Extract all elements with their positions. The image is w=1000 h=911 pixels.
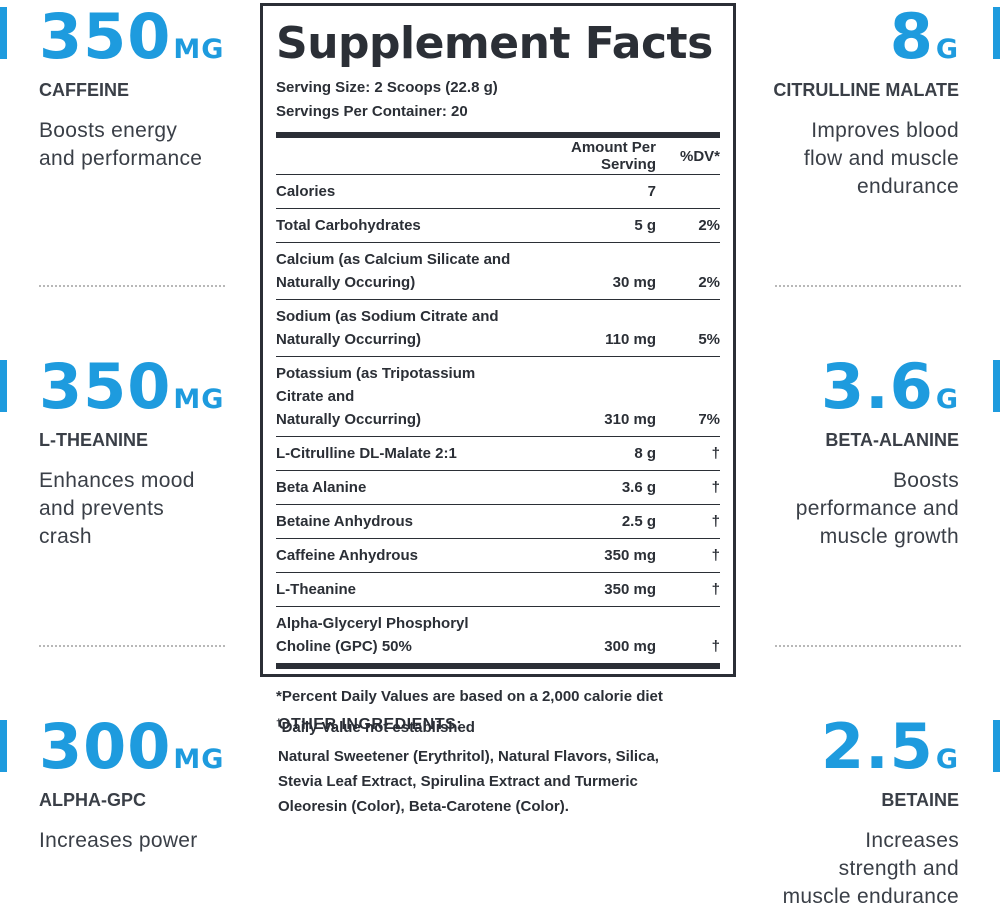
stat-l-theanine: 350MG L-THEANINE Enhances mood and preven… <box>39 356 224 551</box>
facts-row: Beta Alanine 3.6 g † <box>276 471 720 505</box>
accent-bar <box>993 7 1000 59</box>
stat-amount: 2.5G <box>820 710 959 783</box>
facts-table: Calories 7 Total Carbohydrates 5 g 2% Calcium… <box>276 175 720 663</box>
note-daily-values: *Percent Daily Values are based on a 2,0… <box>276 688 663 705</box>
nutrient-dv: 2% <box>698 274 720 291</box>
nutrient-dv: † <box>711 513 720 530</box>
dotted-divider <box>775 285 961 287</box>
dotted-divider <box>39 645 225 647</box>
stat-description: Boosts energy and performance <box>39 119 203 170</box>
facts-row: Calcium (as Calcium Silicate and Naturall… <box>276 243 720 300</box>
stat-name: BETA-ALANINE <box>825 430 959 450</box>
nutrient-amount: 30 mg <box>612 274 656 291</box>
nutrient-amount: 2.5 g <box>621 513 656 530</box>
other-ingredients-title: OTHER INGREDIENTS: <box>278 716 463 733</box>
stat-amount: 8G <box>889 0 959 73</box>
table-header: Amount Per Serving %DV* <box>276 138 720 174</box>
facts-row: Potassium (as Tripotassium Citrate and Na… <box>276 357 720 437</box>
note-dagger: †Daily Value not established <box>276 718 475 736</box>
other-ingredients: OTHER INGREDIENTS: Natural Sweetener (Er… <box>278 716 708 819</box>
stat-betaine: 2.5G BETAINE Increases strength and muscle… <box>783 716 959 911</box>
dotted-divider <box>775 645 961 647</box>
facts-row: Betaine Anhydrous 2.5 g † <box>276 505 720 539</box>
accent-bar <box>0 720 7 772</box>
stat-alpha-gpc: 300MG ALPHA-GPC Increases power <box>39 716 224 855</box>
thick-rule <box>276 132 720 138</box>
stat-citrulline-malate: 8G CITRULLINE MALATE Improves blood flow … <box>773 6 959 201</box>
stat-name: CITRULLINE MALATE <box>773 80 959 100</box>
facts-row: L-Citrulline DL-Malate 2:1 8 g † <box>276 437 720 471</box>
thin-rule <box>276 174 720 175</box>
stat-description: Enhances mood and prevents crash <box>39 469 195 548</box>
nutrient-name: Caffeine Anhydrous <box>276 547 418 564</box>
facts-row: Total Carbohydrates 5 g 2% <box>276 209 720 243</box>
nutrient-amount: 5 g <box>634 217 656 234</box>
facts-row: Caffeine Anhydrous 350 mg † <box>276 539 720 573</box>
nutrient-dv: 5% <box>698 331 720 348</box>
accent-bar <box>0 7 7 59</box>
nutrient-name: Betaine Anhydrous <box>276 513 413 530</box>
accent-bar <box>993 360 1000 412</box>
nutrient-name: Potassium (as Tripotassium Citrate and Na… <box>276 365 476 428</box>
facts-row: Alpha-Glyceryl Phosphoryl Choline (GPC) 5… <box>276 607 720 663</box>
nutrient-amount: 7 <box>647 183 656 200</box>
accent-bar <box>0 360 7 412</box>
stat-name: ALPHA-GPC <box>39 790 146 810</box>
nutrient-dv: † <box>711 479 720 496</box>
nutrient-amount: 110 mg <box>605 331 656 348</box>
nutrient-name: Alpha-Glyceryl Phosphoryl Choline (GPC) 5… <box>276 615 469 655</box>
nutrient-amount: 350 mg <box>604 547 656 564</box>
nutrient-name: L-Theanine <box>276 581 357 598</box>
nutrient-amount: 300 mg <box>604 638 656 655</box>
nutrient-dv: 2% <box>698 217 720 234</box>
nutrient-name: Beta Alanine <box>276 479 367 496</box>
stat-name: CAFFEINE <box>39 80 129 100</box>
stat-beta-alanine: 3.6G BETA-ALANINE Boosts performance and m… <box>796 356 959 551</box>
accent-bar <box>993 720 1000 772</box>
stat-name: L-THEANINE <box>39 430 148 450</box>
stat-description: Increases strength and muscle endurance <box>782 829 959 908</box>
stat-description: Increases power <box>39 829 198 852</box>
stat-amount: 350MG <box>39 0 225 73</box>
serving-size: Serving Size: 2 Scoops (22.8 g) <box>276 79 498 96</box>
header-amount: Amount Per Serving <box>570 139 656 173</box>
nutrient-amount: 8 g <box>634 445 656 462</box>
stat-amount: 300MG <box>39 710 225 783</box>
nutrient-name: Calories <box>276 183 336 200</box>
facts-row: Sodium (as Sodium Citrate and Naturally O… <box>276 300 720 357</box>
nutrient-amount: 3.6 g <box>621 479 656 496</box>
other-ingredients-text: Natural Sweetener (Erythritol), Natural … <box>278 748 659 815</box>
panel-title: Supplement Facts <box>276 18 713 69</box>
header-dv: %DV* <box>679 147 720 165</box>
nutrient-dv: † <box>711 638 720 655</box>
stat-amount: 350MG <box>39 350 225 423</box>
nutrient-dv: † <box>711 581 720 598</box>
stat-name: BETAINE <box>881 790 959 810</box>
nutrient-dv: 7% <box>698 411 720 428</box>
stat-description: Boosts performance and muscle growth <box>795 469 959 548</box>
servings-per-container: Servings Per Container: 20 <box>276 103 468 120</box>
dotted-divider <box>39 285 225 287</box>
nutrient-name: Total Carbohydrates <box>276 217 421 234</box>
nutrient-name: Calcium (as Calcium Silicate and Naturall… <box>276 251 511 291</box>
facts-row: L-Theanine 350 mg † <box>276 573 720 607</box>
facts-row: Calories 7 <box>276 175 720 209</box>
nutrient-amount: 350 mg <box>604 581 656 598</box>
thick-rule <box>276 663 720 669</box>
nutrient-name: Sodium (as Sodium Citrate and Naturally O… <box>276 308 499 348</box>
stat-caffeine: 350MG CAFFEINE Boosts energy and performa… <box>39 6 224 173</box>
nutrient-amount: 310 mg <box>604 411 656 428</box>
stat-description: Improves blood flow and muscle endurance <box>803 119 959 198</box>
footnotes: *Percent Daily Values are based on a 2,0… <box>276 683 720 741</box>
supplement-facts-panel: Supplement Facts Serving Size: 2 Scoops … <box>260 3 736 736</box>
stat-amount: 3.6G <box>820 350 959 423</box>
nutrient-dv: † <box>711 547 720 564</box>
nutrient-dv: † <box>711 445 720 462</box>
nutrient-name: L-Citrulline DL-Malate 2:1 <box>276 445 457 462</box>
